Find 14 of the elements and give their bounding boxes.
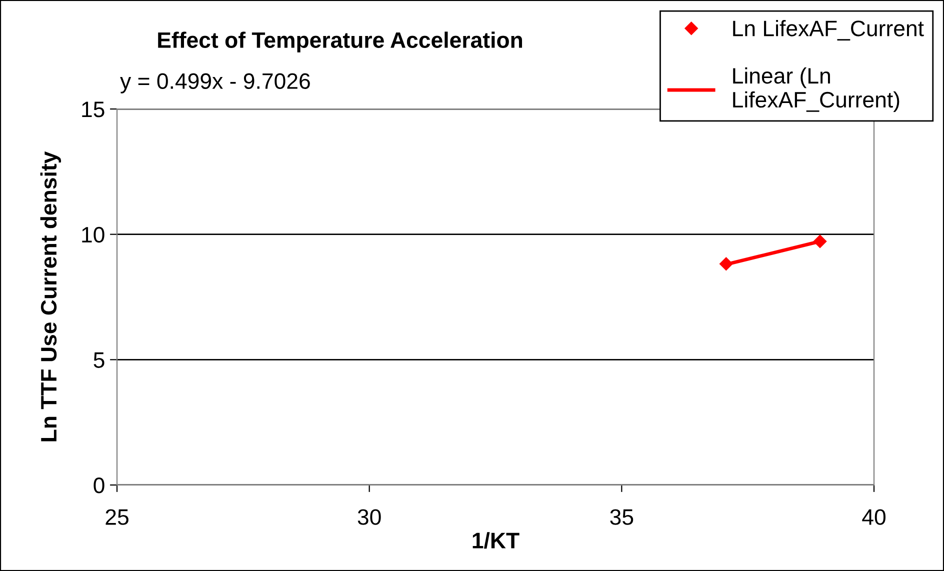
y-tick-label: 15 [82,102,104,118]
x-axis-title: 1/KT [472,532,520,549]
y-axis-title: Ln TTF Use Current density [40,151,62,442]
y-tick-label: 5 [94,352,104,368]
y-tick-label: 10 [82,226,104,243]
chart-title: Effect of Temperature Acceleration [158,32,522,52]
text: y = 0.499x - 9.7026 [120,73,310,94]
x-tick-label: 25 [106,509,128,525]
legend-label: Ln LifexAF_Current [733,20,924,41]
x-tick-label: 30 [358,509,381,525]
x-tick-label: 40 [862,509,886,525]
y-tick-label: 0 [94,478,104,494]
x-tick-label: 35 [610,509,634,525]
legend-label: Linear (Ln LifexAF_Current) [733,67,900,112]
